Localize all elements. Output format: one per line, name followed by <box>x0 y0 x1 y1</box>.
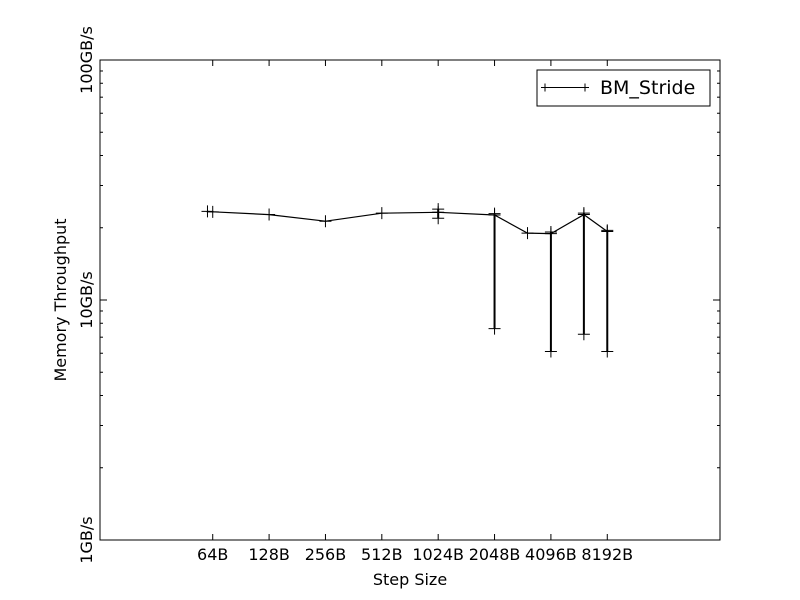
y-tick-label: 10GB/s <box>77 271 96 328</box>
x-tick-label: 512B <box>361 545 403 564</box>
data-point-marker <box>601 345 614 358</box>
y-tick-label: 100GB/s <box>77 26 96 94</box>
legend: BM_Stride <box>536 69 711 107</box>
data-point-marker <box>601 225 614 238</box>
x-tick-label: 64B <box>197 545 228 564</box>
legend-series-label: BM_Stride <box>600 77 695 99</box>
data-point-marker <box>263 208 276 221</box>
x-axis-ticks: 64B 128B 256B 512B 1024B 2048B 4096B 8192B <box>197 60 633 564</box>
data-point-marker <box>375 207 388 220</box>
data-point-marker <box>521 227 534 240</box>
x-tick-label: 4096B <box>525 545 577 564</box>
legend-marker-icon <box>541 83 589 92</box>
y-axis-ticks: 1GB/s 10GB/s 100GB/s <box>77 26 720 564</box>
x-tick-label: 8192B <box>581 545 633 564</box>
x-axis-label: Step Size <box>373 570 447 589</box>
data-point-marker <box>544 345 557 358</box>
series-BM_Stride <box>201 203 614 358</box>
data-point-marker <box>544 227 557 240</box>
data-point-marker <box>488 209 501 222</box>
plot-area <box>99 59 721 541</box>
data-point-marker <box>319 215 332 228</box>
y-axis-label: Memory Throughput <box>51 218 70 381</box>
plot-frame <box>99 59 721 541</box>
data-point-marker <box>577 328 590 341</box>
data-point-marker <box>432 206 445 219</box>
data-point-marker <box>577 208 590 221</box>
x-tick-label: 2048B <box>469 545 521 564</box>
x-tick-label: 256B <box>305 545 347 564</box>
series-layer <box>201 203 614 358</box>
y-tick-label: 1GB/s <box>77 516 96 563</box>
x-tick-label: 128B <box>248 545 290 564</box>
data-point-marker <box>488 322 501 335</box>
data-point-marker <box>206 205 219 218</box>
x-tick-label: 1024B <box>412 545 464 564</box>
